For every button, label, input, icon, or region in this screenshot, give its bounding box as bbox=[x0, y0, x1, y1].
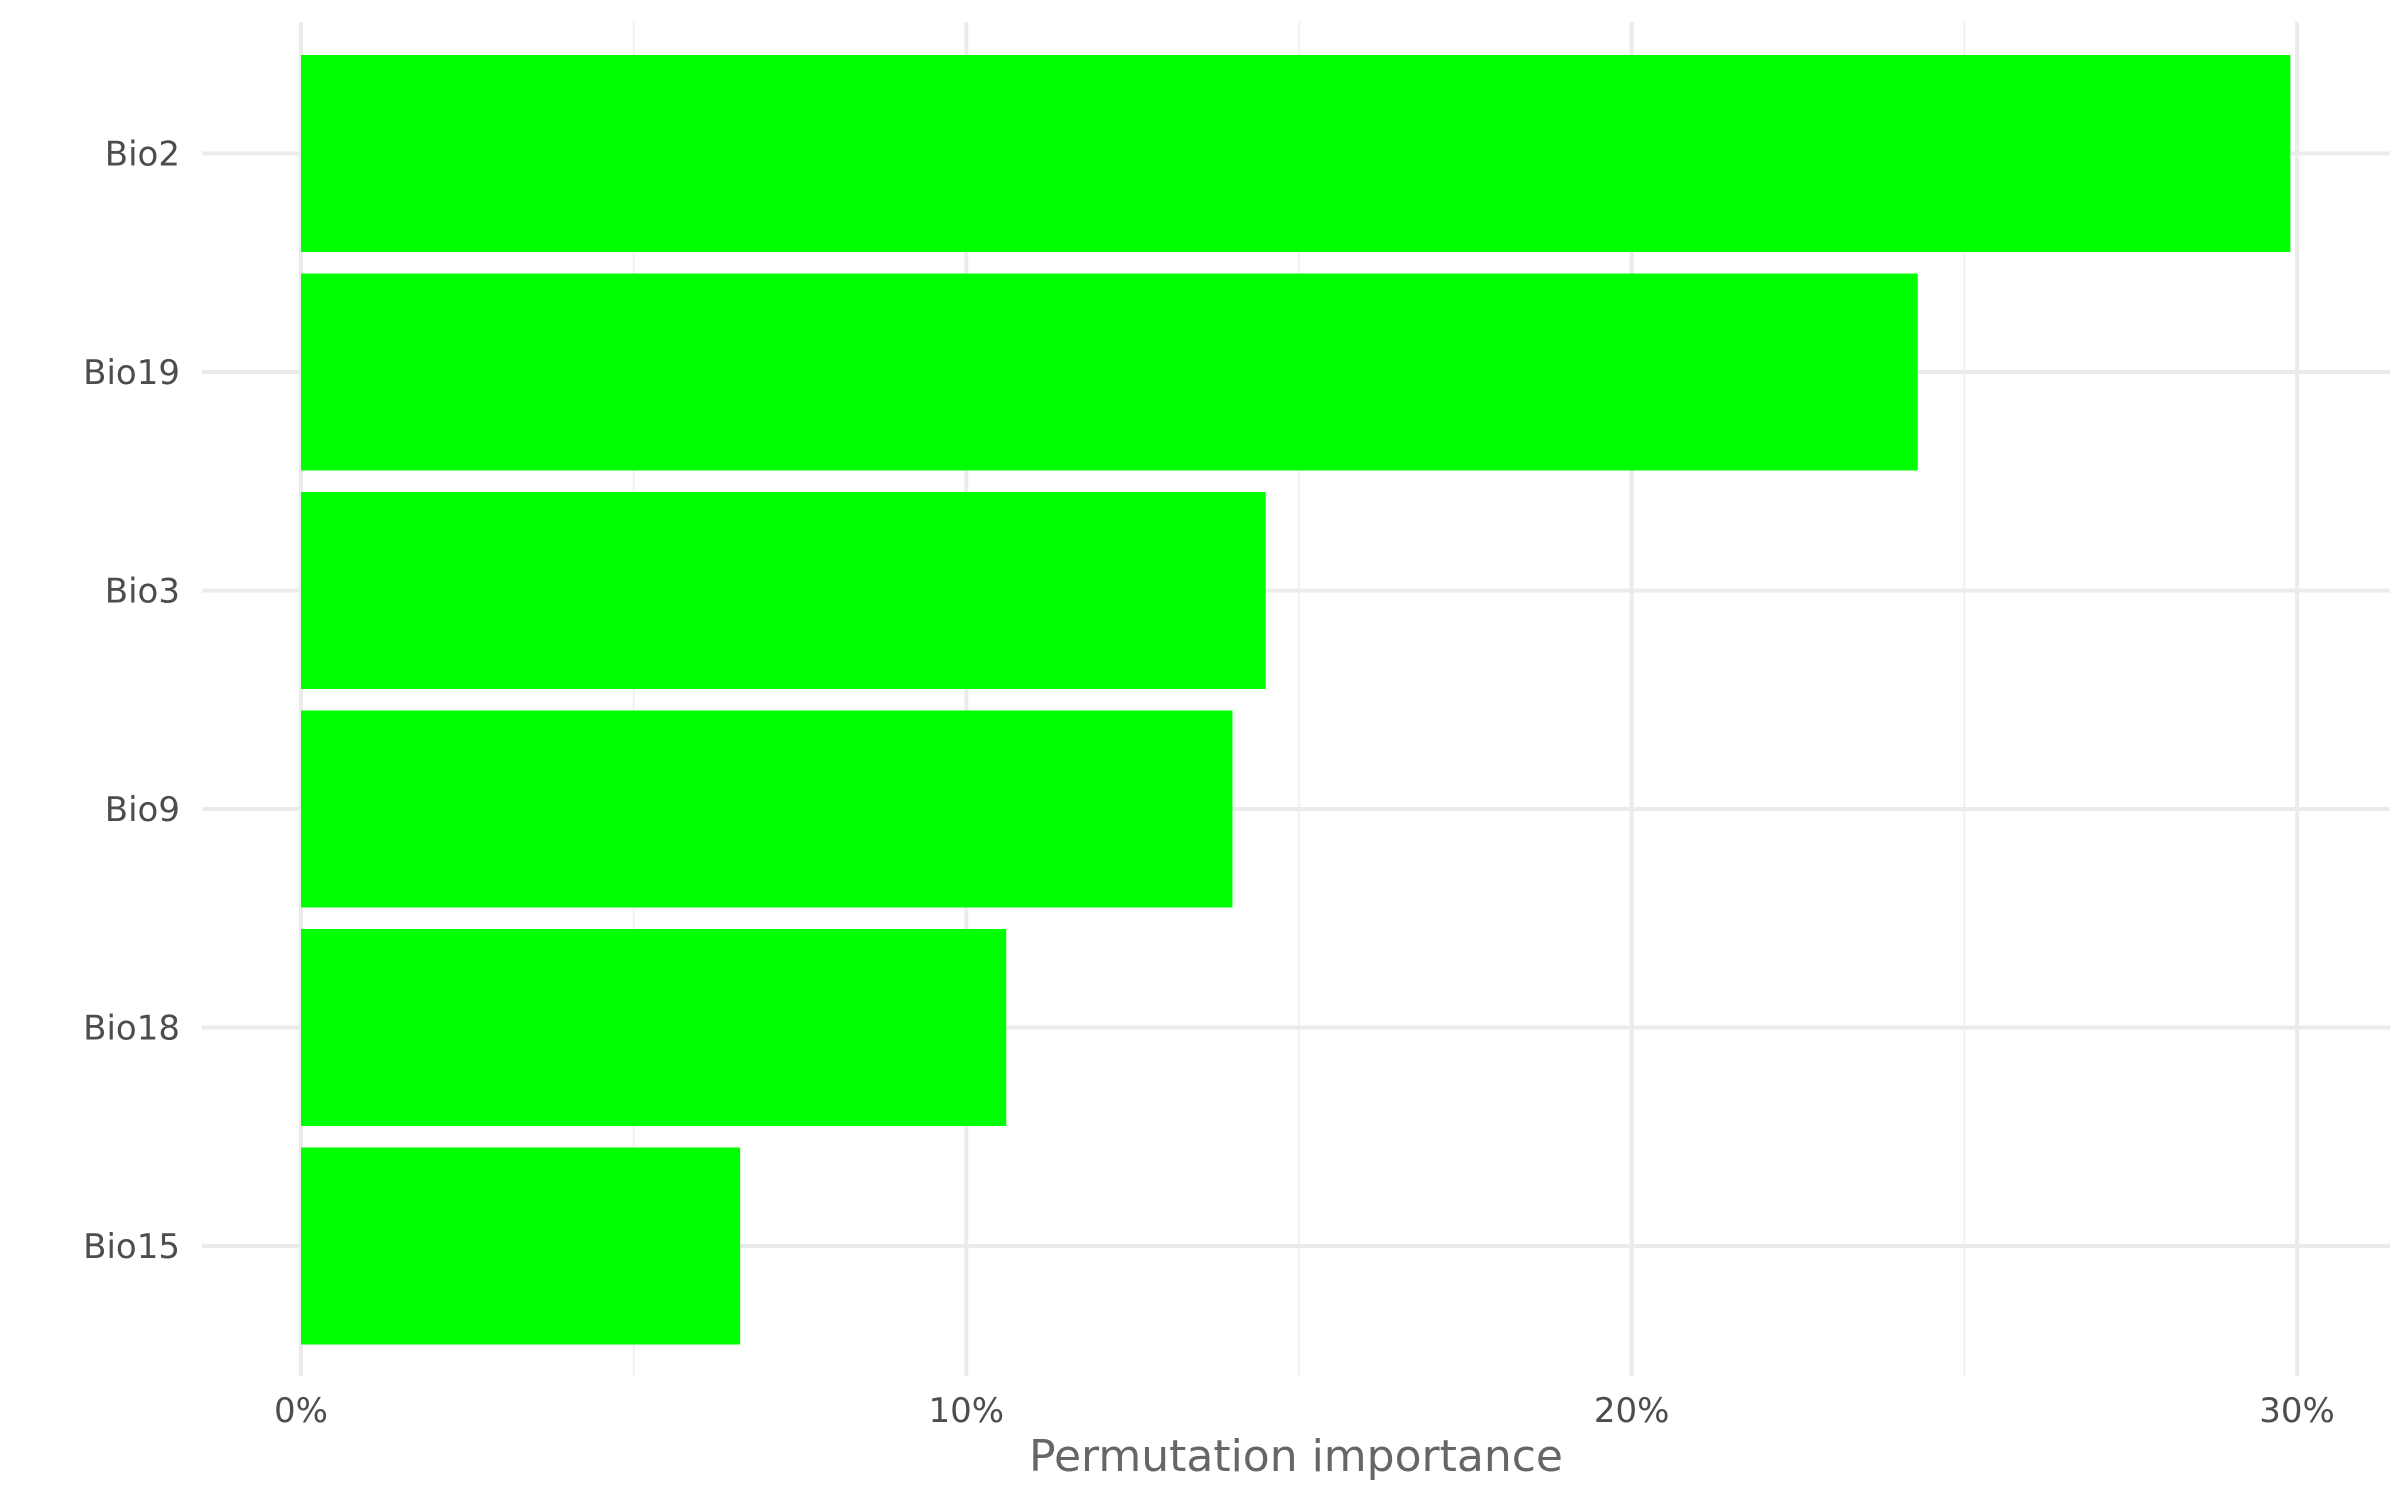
bar-bio18 bbox=[301, 929, 1007, 1126]
y-axis-tick-labels: Bio2 Bio19 Bio3 Bio9 Bio18 Bio15 bbox=[83, 135, 180, 1268]
x-tick-label: 20% bbox=[1594, 1391, 1670, 1431]
y-tick-label: Bio19 bbox=[83, 353, 180, 393]
bar-bio3 bbox=[301, 492, 1266, 689]
y-tick-label: Bio3 bbox=[105, 572, 180, 612]
bars bbox=[301, 55, 2291, 1345]
bar-bio9 bbox=[301, 710, 1233, 908]
bar-bio2 bbox=[301, 55, 2291, 252]
x-tick-label: 30% bbox=[2259, 1391, 2335, 1431]
x-tick-label: 10% bbox=[929, 1391, 1005, 1431]
bar-bio15 bbox=[301, 1147, 741, 1345]
y-tick-label: Bio9 bbox=[105, 790, 180, 830]
x-axis-title: Permutation importance bbox=[1029, 1431, 1563, 1482]
y-tick-label: Bio2 bbox=[105, 135, 180, 175]
x-axis-tick-labels: 0% 10% 20% 30% bbox=[274, 1391, 2335, 1431]
x-tick-label: 0% bbox=[274, 1391, 328, 1431]
bar-bio19 bbox=[301, 273, 1918, 471]
y-tick-label: Bio15 bbox=[83, 1227, 180, 1267]
y-tick-label: Bio18 bbox=[83, 1009, 180, 1049]
